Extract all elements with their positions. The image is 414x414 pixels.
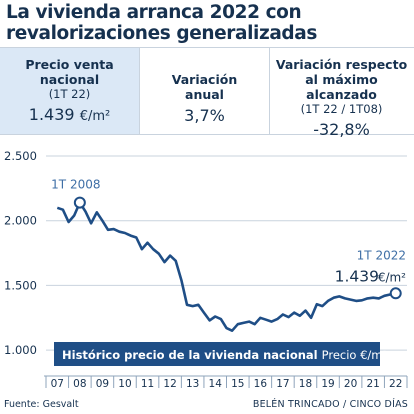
peak-point-marker bbox=[73, 196, 86, 209]
x-tick-label: 14 bbox=[209, 378, 223, 390]
stats-panel: Precio venta nacional (1T 22) 1.439 €/m²… bbox=[0, 47, 414, 139]
stat-annual-variation-label-1: Variación bbox=[171, 72, 238, 87]
stat-annual-variation-value: 3,7% bbox=[184, 106, 225, 125]
stat-national-price-value: 1.439 bbox=[28, 105, 75, 124]
x-tick-label: 09 bbox=[96, 378, 109, 390]
price-chart: 1.000 1.500 2.000 2.500 07 08 09 10 11 12 13 14 15 16… bbox=[0, 140, 414, 396]
last-value-unit: €/m² bbox=[378, 270, 406, 284]
legend-unit-text: Precio €/m² bbox=[322, 348, 388, 362]
y-tick-label: 1.000 bbox=[4, 343, 37, 357]
stat-max-variation-value: -32,8% bbox=[313, 120, 370, 139]
x-tick-label: 16 bbox=[254, 378, 268, 390]
credit-note: BELÉN TRINCADO / CINCO DÍAS bbox=[252, 399, 408, 410]
x-tick-label: 21 bbox=[366, 378, 379, 390]
stat-annual-variation: Variación anual 3,7% bbox=[139, 48, 270, 134]
x-tick-label: 10 bbox=[118, 378, 131, 390]
peak-annotation-label: 1T 2008 bbox=[51, 178, 100, 192]
x-tick-label: 08 bbox=[73, 378, 86, 390]
legend-text: Histórico precio de la vivienda nacional… bbox=[62, 348, 387, 362]
stat-national-price-label-1: Precio venta bbox=[25, 57, 114, 72]
x-tick-label: 17 bbox=[276, 378, 289, 390]
x-tick-label: 11 bbox=[141, 378, 154, 390]
stat-max-variation-period: (1T 22 / 1T08) bbox=[300, 102, 383, 116]
stat-max-variation-label-2: al máximo alcanzado bbox=[305, 72, 378, 102]
y-tick-label: 2.500 bbox=[4, 149, 37, 163]
source-note: Fuente: Gesvalt bbox=[4, 399, 79, 410]
x-tick-label: 15 bbox=[231, 378, 244, 390]
stat-national-price-value-row: 1.439 €/m² bbox=[0, 105, 139, 124]
stat-annual-variation-label-2: anual bbox=[185, 87, 224, 102]
x-tick-label: 12 bbox=[163, 378, 176, 390]
legend-bold-text: Histórico precio de la vivienda nacional bbox=[62, 348, 322, 362]
stat-national-price-unit: €/m² bbox=[79, 109, 111, 124]
legend-banner bbox=[54, 342, 380, 366]
x-tick-label: 19 bbox=[321, 378, 334, 390]
price-line-chart: 1.000 1.500 2.000 2.500 07 08 09 10 11 12 13 14 15 16… bbox=[4, 149, 408, 390]
stat-max-variation: Variación respecto al máximo alcanzado (… bbox=[269, 48, 414, 139]
y-tick-label: 1.500 bbox=[4, 278, 37, 292]
x-tick-label: 07 bbox=[51, 378, 64, 390]
chart-title: La vivienda arranca 2022 con revalorizac… bbox=[6, 2, 317, 44]
stat-national-price-label-2: nacional bbox=[39, 72, 100, 87]
y-tick-label: 2.000 bbox=[4, 214, 37, 228]
last-annotation-label: 1T 2022 bbox=[357, 248, 406, 262]
last-point-marker bbox=[389, 287, 402, 300]
x-tick-label: 13 bbox=[186, 378, 199, 390]
x-tick-label: 22 bbox=[389, 378, 402, 390]
price-series-line bbox=[56, 201, 396, 332]
last-value-label: 1.439 bbox=[335, 267, 379, 285]
stat-national-price: Precio venta nacional (1T 22) 1.439 €/m² bbox=[0, 48, 139, 134]
x-tick-label: 20 bbox=[344, 378, 357, 390]
stat-max-variation-label-1: Variación respecto bbox=[275, 57, 408, 72]
stat-national-price-period: (1T 22) bbox=[48, 87, 91, 101]
x-tick-label: 18 bbox=[299, 378, 312, 390]
